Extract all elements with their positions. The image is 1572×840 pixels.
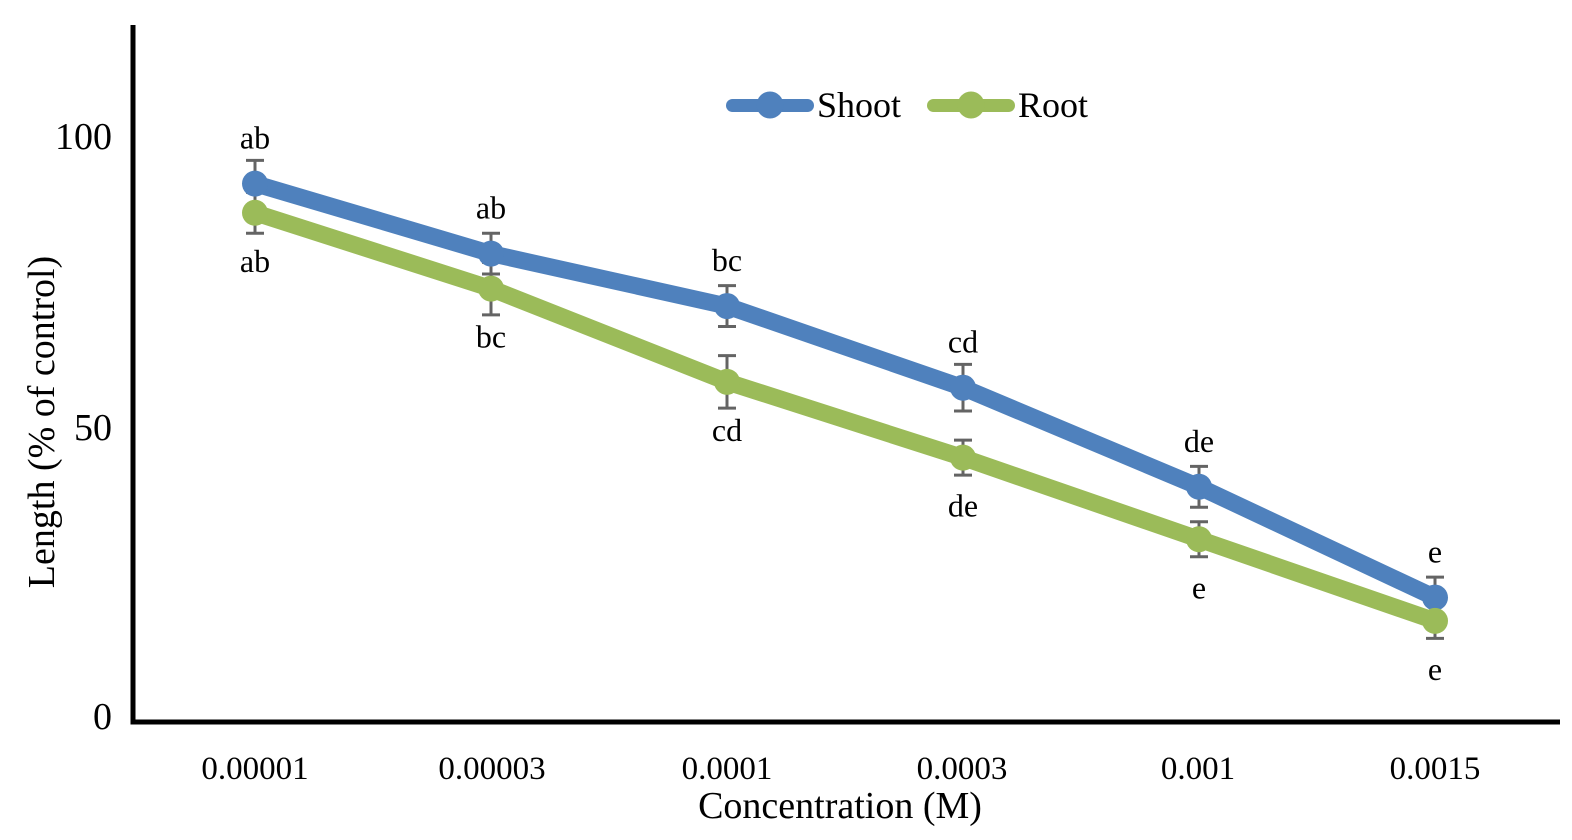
sig-label: e [1192,569,1206,605]
data-point-root [950,444,976,471]
data-point-shoot [478,240,504,267]
data-point-root [714,368,740,395]
sig-label: bc [712,242,742,278]
y-axis-title: Length (% of control) [21,255,63,589]
data-point-shoot [1186,473,1212,500]
sig-label: ab [240,120,270,156]
legend-marker-root [927,91,1016,119]
legend-marker-dot-root [957,91,985,119]
x-axis-title: Concentration (M) [698,785,982,827]
sig-label: de [948,488,978,524]
x-tick-label: 0.0003 [916,751,1008,787]
data-point-shoot [1422,584,1448,611]
data-point-root [1422,607,1448,634]
x-tick-label: 0.0001 [681,751,773,787]
sig-label: de [1184,423,1214,459]
x-tick-label: 0.0015 [1389,751,1481,787]
legend-item-shoot: Shoot [726,84,901,126]
data-point-shoot [950,374,976,401]
legend: Shoot Root [726,84,1088,126]
y-tick-label: 100 [55,116,112,158]
legend-label-root: Root [1018,85,1089,125]
sig-label: bc [476,319,506,355]
sig-label: ab [476,190,506,226]
sig-label: e [1428,651,1442,687]
sig-label: ab [240,243,270,279]
x-tick-label: 0.00001 [201,751,309,787]
y-tick-label: 0 [93,696,112,738]
series-line-shoot [246,175,1444,607]
legend-item-root: Root [927,84,1088,126]
data-point-shoot [242,170,268,197]
y-tick-label: 50 [74,407,112,449]
sig-label: cd [712,412,742,448]
sig-label: e [1428,534,1442,570]
legend-label-shoot: Shoot [817,85,902,125]
data-point-shoot [714,293,740,320]
x-tick-label: 0.00003 [438,751,546,787]
data-point-root [242,199,268,226]
sig-label: cd [948,324,978,360]
data-point-root [478,275,504,302]
data-point-root [1186,526,1212,553]
x-tick-label: 0.001 [1160,751,1236,787]
series-line-root [246,204,1444,630]
legend-marker-shoot [726,91,814,119]
legend-marker-dot-shoot [756,91,784,119]
